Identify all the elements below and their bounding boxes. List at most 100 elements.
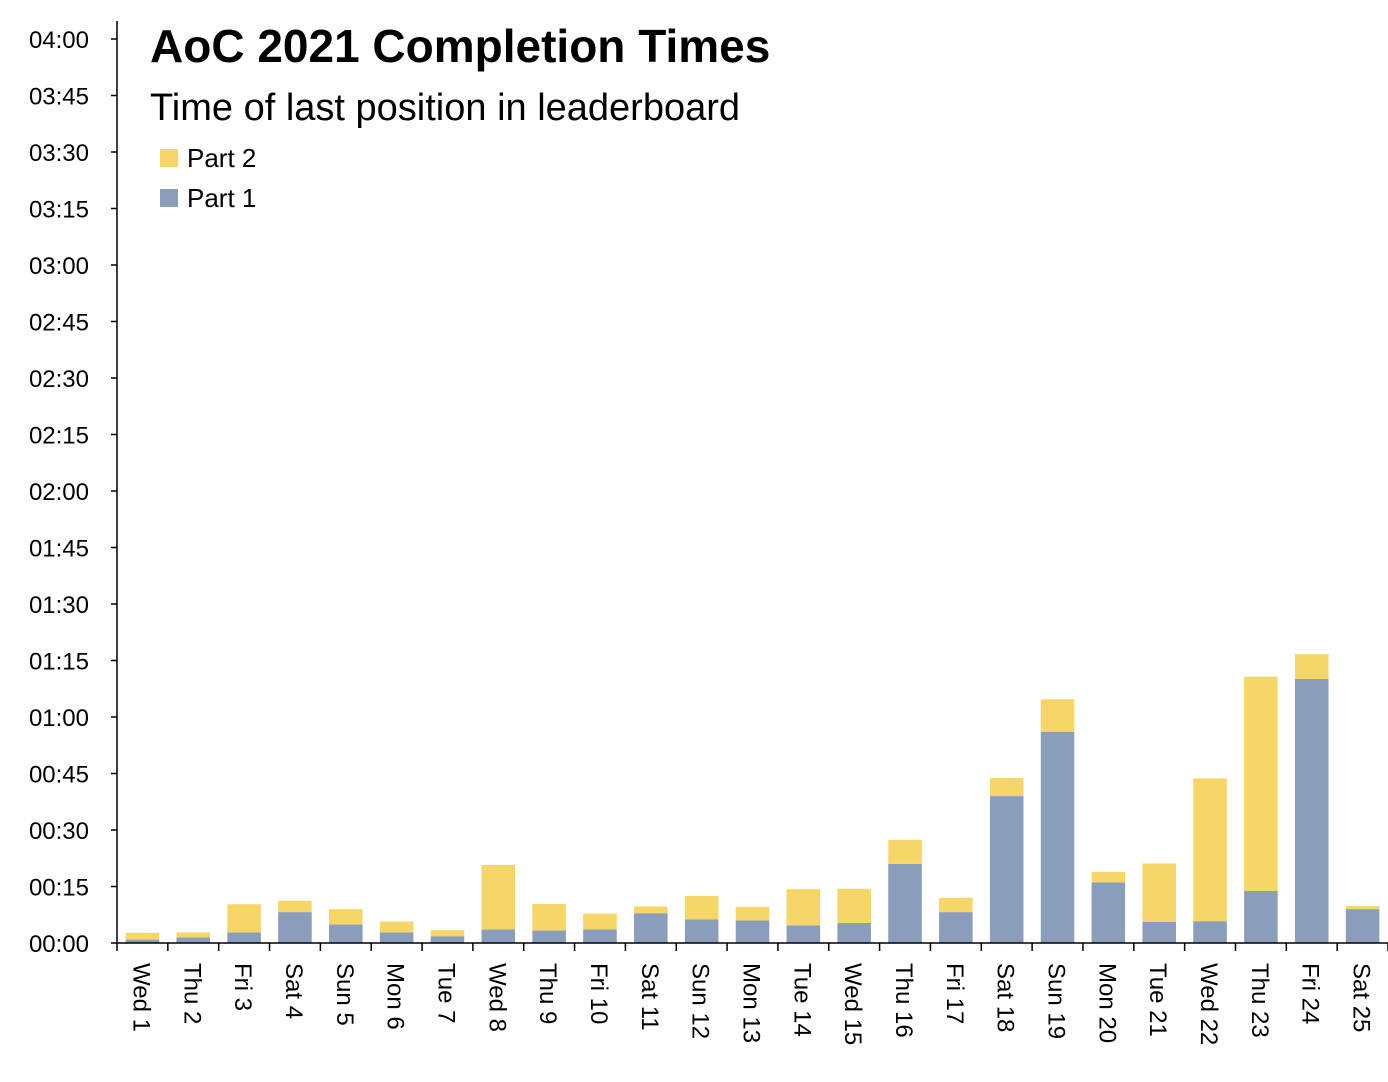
bar-part-2-14 [786,889,821,926]
bar-part-1-9 [532,930,566,943]
legend-swatch-part-1 [160,189,178,207]
x-category-label: Mon 13 [738,963,765,1043]
bar-part-2-17 [939,897,973,913]
x-category-label: Wed 15 [839,963,866,1045]
y-tick-label: 02:30 [29,366,89,393]
chart-subtitle: Time of last position in leaderboard [150,87,740,129]
x-category-label: Thu 9 [534,963,561,1024]
bar-part-1-11 [634,913,668,943]
x-category-label: Wed 8 [483,963,510,1032]
x-category-label: Mon 6 [382,963,409,1030]
y-tick-label: 03:00 [29,253,89,280]
y-tick-label: 00:00 [29,931,89,958]
bar-part-2-3 [227,904,261,933]
x-category-label: Sat 25 [1348,963,1375,1032]
bar-part-1-20 [1091,882,1126,943]
y-tick-label: 02:45 [29,310,89,337]
y-tick-label: 01:45 [29,536,89,563]
legend: Part 2 Part 1 [160,143,256,213]
x-category-label: Sat 11 [636,963,663,1031]
x-category-label: Sun 19 [1043,963,1070,1039]
bar-part-1-6 [379,932,414,943]
bar-part-2-21 [1142,863,1176,922]
chart-title: AoC 2021 Completion Times [150,20,770,72]
x-category-label: Tue 21 [1144,963,1171,1037]
bar-part-2-18 [989,778,1024,797]
bar-part-2-15 [837,888,871,924]
x-category-label: Sun 12 [687,963,714,1039]
bar-part-2-6 [379,921,414,933]
bar-part-1-7 [430,936,465,943]
bar-part-2-12 [684,895,719,920]
y-tick-label: 00:15 [29,875,89,902]
x-category-label: Fri 17 [941,963,968,1024]
bars-group [125,654,1380,943]
bar-part-1-14 [786,925,821,943]
x-category-label: Fri 3 [229,963,256,1011]
y-tick-label: 01:00 [29,705,89,732]
bar-part-1-21 [1142,921,1176,943]
bar-part-1-10 [583,929,617,943]
bar-part-1-18 [989,796,1024,943]
x-category-label: Fri 24 [1297,963,1324,1024]
bar-part-1-16 [888,863,922,943]
bar-part-1-2 [176,937,211,943]
bar-part-1-1 [125,939,160,943]
bar-part-2-4 [278,900,312,913]
y-tick-label: 02:15 [29,423,89,450]
bar-part-1-23 [1244,891,1278,943]
x-category-label: Thu 2 [178,963,205,1024]
x-category-label: Thu 23 [1246,963,1273,1038]
bar-part-2-16 [888,839,922,864]
bar-part-1-19 [1040,731,1075,943]
x-category-label: Fri 10 [585,963,612,1024]
x-category-label: Sun 5 [331,963,358,1026]
bar-part-1-22 [1193,921,1227,943]
bar-part-2-25 [1345,906,1380,910]
x-category-label: Sat 18 [992,963,1019,1032]
bar-part-1-4 [278,912,312,943]
bar-part-2-9 [532,903,566,931]
bar-part-2-10 [583,913,617,930]
x-category-label: Mon 20 [1093,963,1120,1043]
legend-swatch-part-2 [160,149,178,167]
x-category-label: Tue 14 [788,963,815,1037]
legend-label-part-2: Part 2 [187,143,256,173]
y-tick-label: 01:15 [29,649,89,676]
y-tick-label: 01:30 [29,592,89,619]
y-tick-label: 03:15 [29,197,89,224]
bar-part-2-7 [430,930,465,937]
bar-part-1-3 [227,932,261,943]
y-tick-label: 00:45 [29,762,89,789]
y-tick-label: 03:30 [29,140,89,167]
bar-part-1-17 [939,912,973,943]
bar-part-2-1 [125,932,160,940]
bar-part-1-5 [329,924,363,943]
bar-part-2-13 [735,906,770,921]
bar-part-1-12 [684,919,719,943]
bar-part-2-19 [1040,699,1075,732]
y-tick-label: 03:45 [29,84,89,111]
bar-part-2-22 [1193,778,1227,922]
bar-part-1-8 [481,929,516,943]
bar-part-2-5 [329,909,363,925]
x-category-label: Wed 1 [127,963,154,1032]
bar-part-2-20 [1091,871,1126,883]
legend-label-part-1: Part 1 [187,183,256,213]
y-axis: 00:00 00:15 00:30 00:45 01:00 01:15 01:30 01:45… [29,21,118,958]
y-tick-label: 00:30 [29,818,89,845]
bar-part-1-15 [837,923,871,943]
x-category-label: Wed 22 [1195,963,1222,1045]
bar-part-1-13 [735,920,770,943]
y-tick-label: 02:00 [29,479,89,506]
bar-part-1-25 [1345,909,1380,943]
bar-part-2-2 [176,932,211,938]
x-category-label: Tue 7 [432,963,459,1023]
x-axis: Wed 1 Thu 2 Fri 3 Sat 4 Sun 5 Mon 6 Tue 7 Wed 8… [116,942,1388,1045]
bar-part-2-11 [634,906,668,914]
bar-part-2-24 [1294,654,1329,679]
bar-part-1-24 [1294,678,1329,943]
bar-part-2-23 [1244,676,1278,892]
